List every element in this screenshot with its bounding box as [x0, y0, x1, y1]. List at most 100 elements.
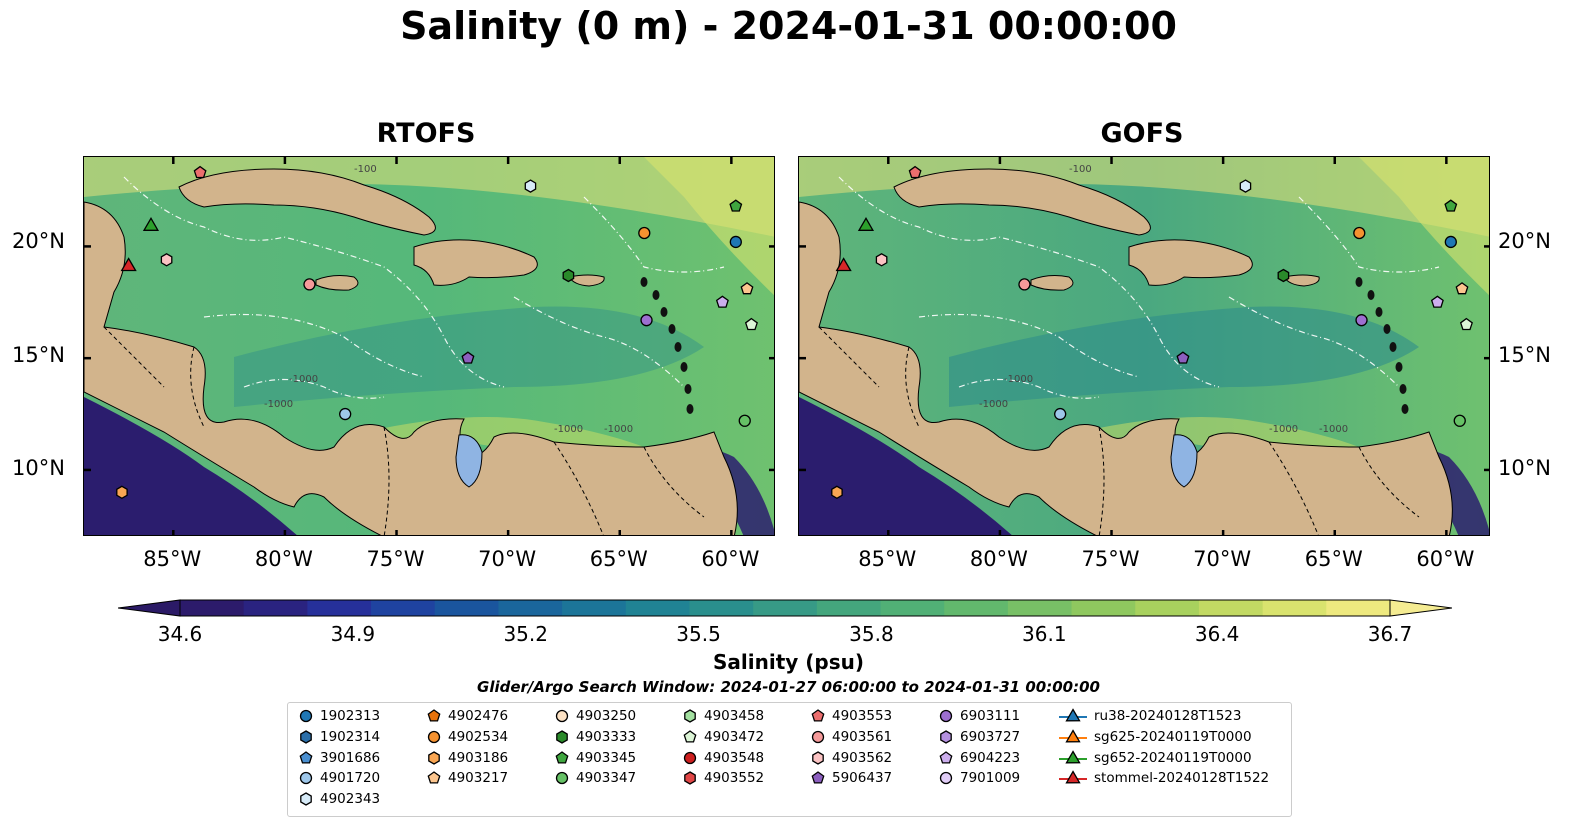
axis-ticks: [84, 157, 774, 535]
legend-item: 4903553: [810, 706, 892, 726]
legend-marker-4903561: [811, 730, 825, 743]
lesser-antilles-island: [1375, 307, 1383, 317]
legend-label: 4901720: [320, 770, 381, 787]
glider-marker-sg652-20240119T0000: [142, 217, 160, 231]
legend-item: 4903186: [426, 748, 508, 768]
jamaica: [315, 275, 359, 291]
float-marker-4902343: [524, 179, 537, 193]
lesser-antilles-island: [1399, 384, 1407, 394]
float-glider-legend: 1902313 1902314 3901686 4901720 4902343 49024…: [287, 702, 1292, 817]
high-salinity-northeast: [644, 157, 774, 296]
lesser-antilles-island: [680, 362, 688, 372]
contour-label: -1000: [1004, 374, 1033, 385]
colorbar-segment: [562, 600, 627, 616]
legend-item: 6903727: [938, 727, 1020, 747]
panel-title-gofs: GOFS: [1100, 118, 1184, 149]
contour-label: -100: [1069, 164, 1092, 175]
float-marker-4903186: [116, 485, 128, 500]
country-border: [1358, 446, 1420, 518]
legend-item: 4903562: [810, 748, 892, 768]
legend-item: 4903347: [554, 768, 636, 788]
colorbar-tick-label: 35.5: [676, 622, 721, 646]
float-marker-4903561: [303, 278, 316, 291]
legend-marker-1902314: [300, 730, 312, 744]
colorbar-extend-high: [1389, 599, 1453, 617]
legend-marker-7901009: [939, 772, 953, 785]
float-marker-4903562: [160, 253, 173, 267]
legend-item: 1902313: [298, 706, 380, 726]
float-marker-4903345: [729, 199, 743, 212]
lon-label-80W-rtofs: 80°W: [254, 547, 313, 571]
legend-marker-4903333: [556, 730, 568, 744]
legend-item: 4902534: [426, 727, 508, 747]
colorbar-tick-label: 35.8: [849, 622, 894, 646]
legend-item: 4903345: [554, 748, 636, 768]
legend-label: 4903472: [704, 728, 765, 745]
legend-label: 6904223: [960, 749, 1021, 766]
bathymetry-contour: [123, 176, 505, 388]
legend-label: 4903561: [832, 728, 893, 745]
country-border: [190, 346, 205, 428]
colorbar-segment: [1135, 600, 1200, 616]
colorbar-tick-label: 34.9: [330, 622, 376, 646]
contour-label: -1000: [1269, 424, 1298, 435]
legend-marker-stommel-20240128T1522: [1065, 770, 1081, 784]
lon-label-75W-gofs: 75°W: [1081, 547, 1140, 571]
legend-label: 4903347: [576, 770, 637, 787]
float-marker-4903553: [193, 165, 207, 179]
gofs-salinity-map: -100 -1000 -1000 -1000 -1000: [798, 156, 1490, 536]
legend-label: stommel-20240128T1522: [1094, 770, 1270, 787]
legend-item: ru38-20240128T1523: [1058, 706, 1241, 726]
legend-item: 4903548: [682, 748, 764, 768]
legend-item: 4903250: [554, 706, 636, 726]
legend-marker-4903562: [812, 750, 824, 765]
legend-label: 7901009: [960, 770, 1021, 787]
legend-label: 4903562: [832, 749, 893, 766]
float-marker-4903347: [738, 414, 751, 427]
colorbar-segment: [180, 600, 245, 616]
legend-marker-4902534: [427, 730, 441, 743]
rtofs-salinity-map: -100 -1000 -1000 -1000 -1000: [83, 156, 775, 536]
legend-label: 4903553: [832, 708, 893, 724]
legend-label: 6903727: [960, 728, 1021, 745]
legend-marker-6903111: [939, 709, 953, 723]
lon-label-85W-gofs: 85°W: [858, 547, 917, 571]
legend-item: sg625-20240119T0000: [1058, 727, 1252, 747]
colorbar-segment: [816, 600, 882, 616]
bathymetry-contour: [243, 378, 385, 399]
float-marker-6904223: [715, 295, 729, 308]
legend-label: 4903333: [576, 728, 637, 745]
colorbar-segment: [625, 600, 690, 616]
country-border: [905, 346, 920, 428]
legend-marker-1902313: [299, 709, 313, 723]
colorbar-segment: [371, 600, 436, 616]
bathymetry-contour: [583, 196, 725, 273]
lesser-antilles-island: [640, 277, 648, 287]
lat-label-20n-right: 20°N: [1498, 229, 1551, 253]
legend-marker-4903458: [684, 709, 696, 723]
glider-marker-sg652-20240119T0000: [857, 217, 875, 231]
lon-label-60W-gofs: 60°W: [1416, 547, 1475, 571]
legend-item: 6903111: [938, 706, 1020, 726]
bathymetry-contour: [958, 378, 1100, 399]
legend-label: 3901686: [320, 749, 381, 766]
lesser-antilles-island: [686, 404, 694, 414]
lesser-antilles-island: [1383, 324, 1391, 334]
lon-label-60W-rtofs: 60°W: [701, 547, 760, 571]
lat-label-10n-right: 10°N: [1498, 456, 1551, 480]
lat-label-15n-right: 15°N: [1498, 343, 1551, 367]
hispaniola: [1128, 239, 1253, 286]
country-border: [1098, 426, 1105, 535]
legend-label: sg625-20240119T0000: [1094, 728, 1252, 745]
colorbar-tick-label: 35.2: [503, 622, 548, 646]
legend-label: 4902343: [320, 791, 381, 808]
country-border: [103, 326, 165, 388]
lon-label-85W-rtofs: 85°W: [143, 547, 202, 571]
legend-label: ru38-20240128T1523: [1094, 708, 1242, 724]
legend-item: 6904223: [938, 748, 1020, 768]
colorbar-segment: [243, 600, 308, 616]
lon-label-80W-gofs: 80°W: [969, 547, 1028, 571]
lake-maracaibo: [455, 434, 483, 488]
colorbar-segment: [880, 600, 945, 616]
lesser-antilles-island: [668, 324, 676, 334]
